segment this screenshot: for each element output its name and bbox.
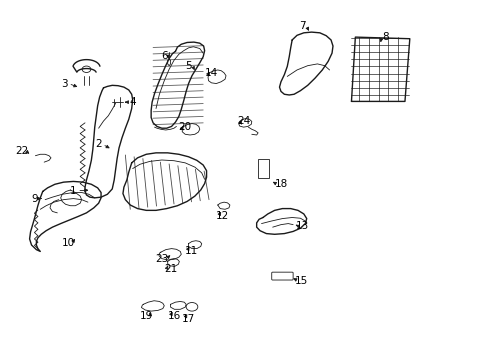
Text: 3: 3 <box>61 78 68 89</box>
Bar <box>258 158 268 178</box>
Text: 23: 23 <box>155 254 168 264</box>
Text: 18: 18 <box>274 179 287 189</box>
Text: 24: 24 <box>236 116 250 126</box>
Text: 22: 22 <box>15 146 28 156</box>
Text: 21: 21 <box>163 264 177 274</box>
Text: 2: 2 <box>95 139 102 149</box>
Text: 16: 16 <box>167 311 180 321</box>
Text: 11: 11 <box>184 246 197 256</box>
Text: 19: 19 <box>140 311 153 321</box>
Text: 10: 10 <box>62 238 75 248</box>
Text: 17: 17 <box>182 314 195 324</box>
Text: 13: 13 <box>296 221 309 231</box>
Text: 6: 6 <box>161 51 167 61</box>
Text: 20: 20 <box>178 122 191 132</box>
Text: 8: 8 <box>382 32 388 42</box>
Text: 5: 5 <box>185 61 191 71</box>
Text: 7: 7 <box>299 21 305 31</box>
Text: 4: 4 <box>129 97 136 107</box>
Text: 1: 1 <box>70 186 77 196</box>
Text: 14: 14 <box>204 68 218 78</box>
Text: 15: 15 <box>295 276 308 286</box>
Text: 12: 12 <box>216 211 229 221</box>
Text: 9: 9 <box>31 194 38 203</box>
